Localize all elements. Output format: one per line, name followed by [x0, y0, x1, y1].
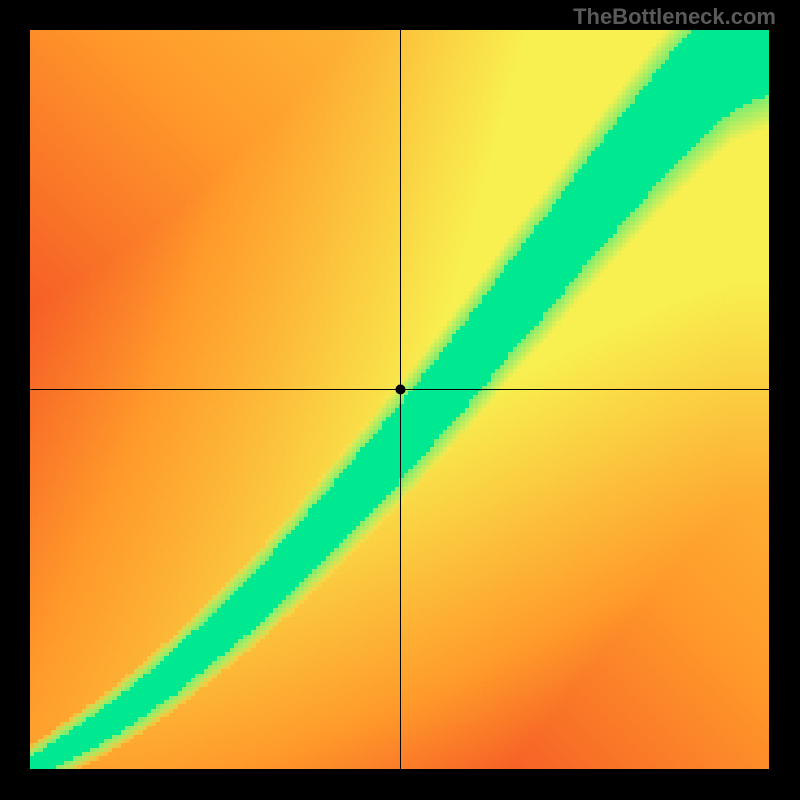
chart-frame: TheBottleneck.com — [0, 0, 800, 800]
watermark-label: TheBottleneck.com — [573, 4, 776, 30]
bottleneck-heatmap-canvas — [30, 30, 770, 770]
